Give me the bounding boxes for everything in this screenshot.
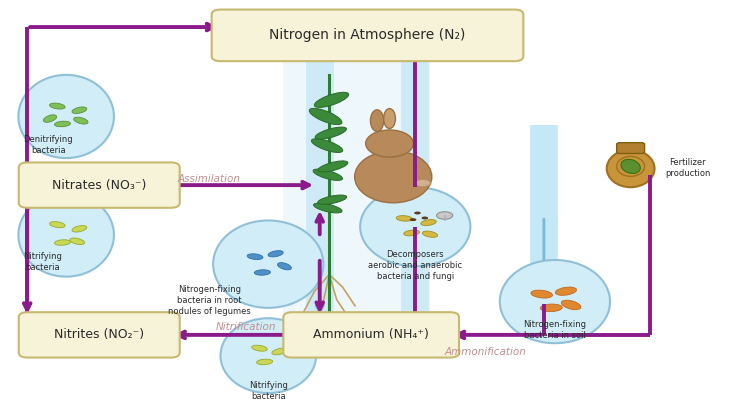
Ellipse shape bbox=[313, 169, 343, 181]
Ellipse shape bbox=[72, 225, 87, 232]
Ellipse shape bbox=[384, 109, 395, 129]
Ellipse shape bbox=[309, 108, 342, 125]
Text: Nitrates (NO₃⁻): Nitrates (NO₃⁻) bbox=[52, 178, 146, 192]
Text: Nitrites (NO₂⁻): Nitrites (NO₂⁻) bbox=[54, 328, 144, 342]
Text: Assimilation: Assimilation bbox=[178, 174, 241, 184]
Ellipse shape bbox=[268, 250, 283, 257]
Ellipse shape bbox=[500, 260, 610, 343]
Ellipse shape bbox=[420, 220, 437, 225]
Ellipse shape bbox=[415, 179, 431, 187]
Ellipse shape bbox=[540, 304, 562, 312]
FancyBboxPatch shape bbox=[19, 162, 179, 208]
Ellipse shape bbox=[396, 215, 412, 221]
Ellipse shape bbox=[43, 115, 57, 122]
Ellipse shape bbox=[254, 270, 270, 275]
Ellipse shape bbox=[18, 75, 114, 158]
FancyBboxPatch shape bbox=[19, 312, 179, 358]
Text: Ammonium (NH₄⁺): Ammonium (NH₄⁺) bbox=[313, 328, 429, 342]
FancyBboxPatch shape bbox=[284, 312, 459, 358]
Ellipse shape bbox=[410, 218, 416, 221]
Ellipse shape bbox=[556, 287, 576, 295]
Text: Ammonification: Ammonification bbox=[444, 347, 526, 357]
Ellipse shape bbox=[421, 216, 428, 220]
Ellipse shape bbox=[562, 300, 581, 310]
Ellipse shape bbox=[49, 103, 65, 109]
Ellipse shape bbox=[54, 240, 71, 245]
Text: Nitrifying
bacteria: Nitrifying bacteria bbox=[249, 381, 287, 401]
Ellipse shape bbox=[365, 130, 413, 157]
Ellipse shape bbox=[220, 318, 316, 393]
Text: Nitrification: Nitrification bbox=[216, 322, 276, 332]
FancyBboxPatch shape bbox=[212, 10, 523, 61]
Ellipse shape bbox=[531, 290, 553, 298]
Ellipse shape bbox=[72, 107, 87, 114]
FancyBboxPatch shape bbox=[283, 56, 430, 322]
Ellipse shape bbox=[314, 203, 342, 213]
Ellipse shape bbox=[247, 254, 263, 260]
Ellipse shape bbox=[606, 150, 654, 187]
Text: Fertilizer
production: Fertilizer production bbox=[665, 158, 711, 178]
FancyBboxPatch shape bbox=[617, 143, 645, 154]
Ellipse shape bbox=[315, 127, 346, 139]
Text: Decomposers
aerobic and anaerobic
bacteria and fungi: Decomposers aerobic and anaerobic bacter… bbox=[368, 250, 462, 281]
Ellipse shape bbox=[423, 231, 437, 238]
Ellipse shape bbox=[621, 159, 640, 173]
Ellipse shape bbox=[18, 193, 114, 277]
Ellipse shape bbox=[318, 161, 348, 172]
Ellipse shape bbox=[315, 92, 348, 107]
Ellipse shape bbox=[257, 359, 273, 365]
Ellipse shape bbox=[70, 238, 85, 245]
Ellipse shape bbox=[251, 345, 268, 351]
Text: Denitrifying
bacteria: Denitrifying bacteria bbox=[24, 135, 74, 155]
Ellipse shape bbox=[74, 117, 88, 124]
Ellipse shape bbox=[272, 348, 287, 355]
Ellipse shape bbox=[318, 195, 347, 204]
Ellipse shape bbox=[437, 212, 453, 219]
Ellipse shape bbox=[414, 212, 420, 215]
Text: Nitrifying
bacteria: Nitrifying bacteria bbox=[24, 252, 62, 272]
Ellipse shape bbox=[49, 222, 65, 228]
Ellipse shape bbox=[404, 230, 420, 236]
Ellipse shape bbox=[278, 262, 291, 270]
Text: Nitrogen in Atmosphere (N₂): Nitrogen in Atmosphere (N₂) bbox=[269, 28, 466, 42]
Ellipse shape bbox=[360, 187, 470, 266]
Text: Nitrogen-fixing
bacteria in root
nodules of legumes: Nitrogen-fixing bacteria in root nodules… bbox=[168, 285, 251, 316]
Ellipse shape bbox=[312, 139, 343, 153]
Text: Nitrogen-fixing
bacteria in soil: Nitrogen-fixing bacteria in soil bbox=[523, 320, 587, 340]
Ellipse shape bbox=[355, 151, 431, 203]
Ellipse shape bbox=[54, 121, 71, 127]
Ellipse shape bbox=[370, 110, 384, 131]
Ellipse shape bbox=[213, 220, 323, 308]
